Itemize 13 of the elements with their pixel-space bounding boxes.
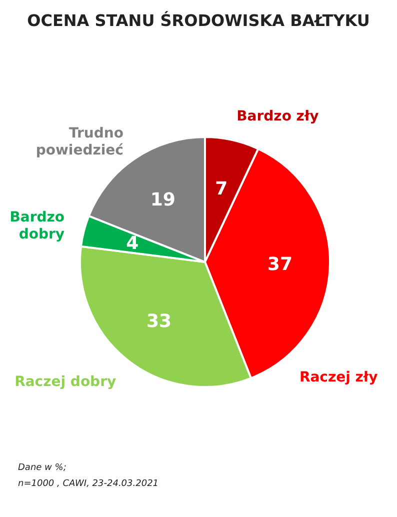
text: Dane w %;: [18, 463, 66, 473]
text: n=1000 , CAWI, 23-24.03.2021: [18, 479, 159, 489]
slice-label: Trudno powiedzieć: [36, 126, 124, 158]
slice-label: Raczej dobry: [14, 374, 116, 390]
slice-label: Bardzo zły: [236, 108, 319, 124]
slice-label: Bardzo dobry: [10, 210, 65, 242]
data-label: 19: [150, 189, 176, 210]
data-label: 37: [267, 254, 292, 275]
data-label: 7: [215, 178, 228, 200]
data-label: 4: [126, 232, 139, 254]
slice-label: Raczej zły: [299, 370, 378, 386]
data-label: 33: [146, 310, 172, 332]
chart-title: OCENA STANU ŚRODOWISKA BAŁTYKU: [27, 11, 370, 30]
